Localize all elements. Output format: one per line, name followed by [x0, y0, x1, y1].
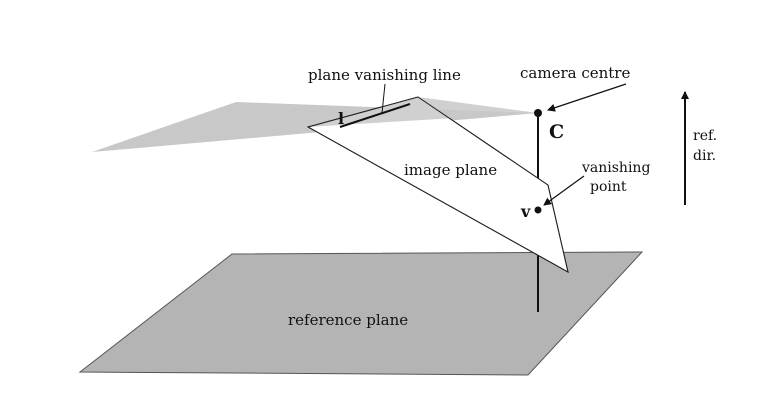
vanishing-line-leader — [381, 83, 386, 114]
vanishing-line-l — [339, 103, 411, 128]
label-point-v: v — [520, 202, 531, 221]
camera-centre-arrow — [547, 83, 627, 112]
camera-centre-point — [534, 109, 542, 117]
label-ref-dir-2: dir. — [693, 148, 716, 164]
label-vanishing-point-1: vanishing — [581, 160, 650, 176]
label-plane-vanishing-line: plane vanishing line — [308, 66, 461, 84]
image-plane-outline — [307, 96, 569, 273]
vanishing-point-arrow — [543, 175, 585, 206]
label-reference-plane: reference plane — [288, 311, 408, 329]
label-vanishing-point-2: point — [590, 179, 627, 195]
label-ref-dir-1: ref. — [693, 128, 717, 144]
label-camera-centre: camera centre — [520, 64, 630, 82]
label-image-plane: image plane — [404, 161, 497, 179]
vanishing-point-v — [534, 206, 542, 214]
reference-plane — [78, 251, 644, 376]
label-point-c: C — [549, 121, 564, 143]
label-line-l: l — [338, 109, 344, 128]
